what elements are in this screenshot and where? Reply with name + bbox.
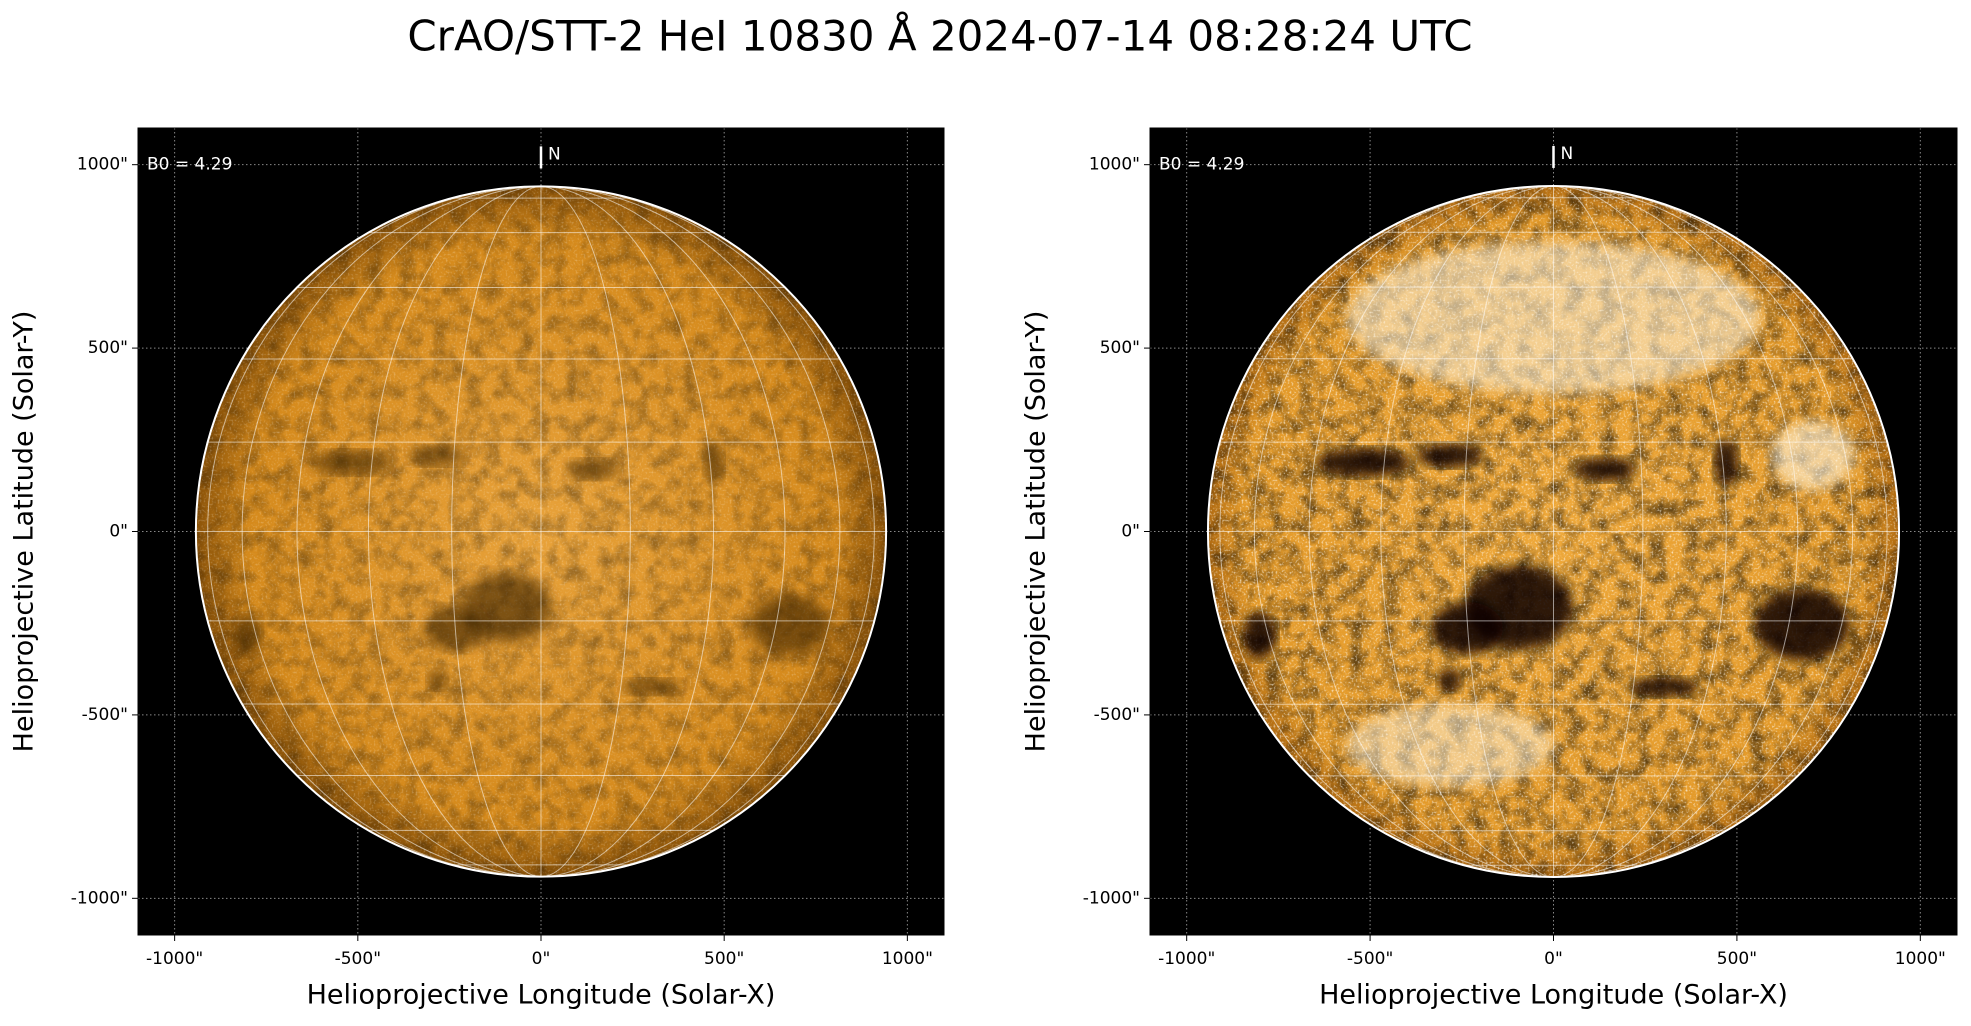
filament	[749, 594, 830, 655]
longitude-line	[1553, 185, 1854, 878]
x-tick-label: 0"	[532, 949, 551, 969]
x-tick-label: -1000"	[1158, 949, 1215, 969]
x-axis-label: Helioprojective Longitude (Solar-X)	[307, 980, 776, 1011]
longitude-line	[1380, 185, 1554, 878]
filament	[1628, 677, 1701, 697]
y-tick-label: -500"	[82, 705, 128, 725]
annotation: B0 = 4.29	[1159, 155, 1244, 175]
x-tick-label: 500"	[704, 949, 744, 969]
filament	[1437, 668, 1462, 693]
longitude-line	[540, 186, 631, 877]
longitude-line	[451, 186, 542, 877]
y-tick-label: -1000"	[1083, 888, 1140, 908]
solar-disk-image	[1207, 185, 1900, 878]
x-tick-label: 0"	[1544, 949, 1563, 969]
annotation: B0 = 4.29	[147, 155, 232, 175]
longitude-line	[296, 186, 542, 877]
limb	[194, 185, 888, 878]
x-tick-label: -500"	[335, 949, 381, 969]
north-label: N	[548, 144, 561, 164]
x-tick-label: -500"	[1347, 949, 1393, 969]
filament	[1574, 457, 1637, 482]
x-tick-label: -1000"	[146, 949, 203, 969]
y-tick-label: 0"	[1121, 522, 1140, 542]
longitude-line	[1553, 185, 1799, 878]
filament	[1714, 438, 1739, 487]
longitude-line	[1553, 185, 1888, 878]
north-label: N	[1561, 144, 1574, 164]
longitude-line	[540, 186, 786, 877]
x-tick-label: 1000"	[882, 949, 933, 969]
filament	[1315, 447, 1412, 477]
filament	[621, 678, 682, 695]
limb	[1206, 184, 1901, 879]
filament	[424, 606, 485, 651]
y-tick-label: -500"	[1094, 705, 1140, 725]
bright-region	[1771, 420, 1855, 491]
filament	[703, 442, 724, 483]
longitude-line	[367, 186, 542, 877]
y-tick-label: 1000"	[1089, 155, 1140, 175]
longitude-line	[540, 186, 715, 877]
longitude-line	[1553, 185, 1644, 878]
longitude-line	[540, 186, 841, 877]
axes-frame	[137, 127, 945, 936]
longitude-line	[241, 186, 542, 877]
x-tick-label: 1000"	[1895, 949, 1946, 969]
figure-title: CrAO/STT-2 HeI 10830 Å 2024-07-14 08:28:…	[407, 11, 1472, 61]
filament	[1754, 588, 1851, 661]
longitude-line	[1308, 185, 1554, 878]
filament	[566, 459, 619, 480]
longitude-line	[1219, 185, 1554, 878]
filament	[1416, 443, 1484, 468]
longitude-line	[1463, 185, 1554, 878]
panel: -1000" -500" 0" 500" 1000" -1000" -500" 0" 500" 1…	[9, 127, 945, 1011]
longitude-line	[207, 186, 542, 877]
longitude-line	[540, 186, 875, 877]
y-tick-label: -1000"	[71, 888, 128, 908]
y-axis-label: Helioprojective Latitude (Solar-Y)	[1021, 311, 1052, 753]
axes-frame	[1149, 127, 1958, 936]
x-axis-label: Helioprojective Longitude (Solar-X)	[1319, 980, 1788, 1011]
longitude-line	[1553, 185, 1727, 878]
x-tick-label: 500"	[1717, 949, 1757, 969]
filament	[409, 445, 466, 466]
filament	[427, 669, 448, 690]
y-tick-label: 500"	[1100, 338, 1140, 358]
filament	[311, 450, 392, 475]
filament	[1431, 601, 1504, 655]
filament	[233, 615, 262, 656]
y-axis-label: Helioprojective Latitude (Solar-Y)	[9, 311, 40, 753]
panel: -1000" -500" 0" 500" 1000" -1000" -500" 0" 500" 1…	[1021, 127, 1958, 1011]
y-tick-label: 500"	[88, 338, 128, 358]
bright-region	[1346, 704, 1554, 788]
longitude-line	[1253, 185, 1554, 878]
solar-disk-image	[195, 186, 887, 877]
y-tick-label: 0"	[109, 522, 128, 542]
y-tick-label: 1000"	[77, 155, 128, 175]
filament	[1242, 611, 1277, 660]
